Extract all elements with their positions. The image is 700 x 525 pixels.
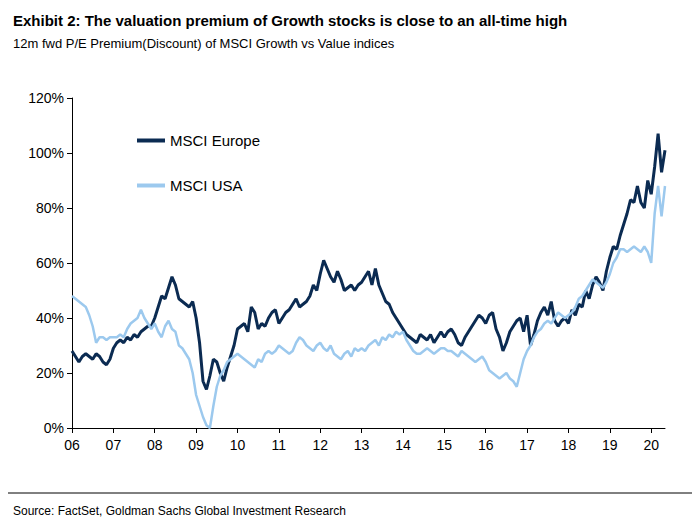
svg-text:06: 06 xyxy=(64,437,80,453)
svg-text:07: 07 xyxy=(106,437,122,453)
svg-text:MSCI USA: MSCI USA xyxy=(170,177,243,194)
svg-text:100%: 100% xyxy=(28,145,64,161)
svg-text:08: 08 xyxy=(147,437,163,453)
svg-text:12m fwd P/E Premium(Discount): 12m fwd P/E Premium(Discount) of MSCI Gr… xyxy=(13,36,395,51)
svg-text:120%: 120% xyxy=(28,90,64,106)
svg-text:17: 17 xyxy=(519,437,535,453)
svg-text:12: 12 xyxy=(312,437,328,453)
svg-text:60%: 60% xyxy=(36,255,64,271)
svg-text:11: 11 xyxy=(272,437,287,453)
svg-text:15: 15 xyxy=(437,437,453,453)
svg-text:0%: 0% xyxy=(44,420,64,436)
svg-text:19: 19 xyxy=(602,437,618,453)
svg-text:14: 14 xyxy=(395,437,411,453)
svg-text:13: 13 xyxy=(354,437,370,453)
svg-text:40%: 40% xyxy=(36,310,64,326)
svg-text:18: 18 xyxy=(561,437,577,453)
svg-text:16: 16 xyxy=(478,437,494,453)
svg-text:Exhibit 2: The valuation premi: Exhibit 2: The valuation premium of Grow… xyxy=(13,12,567,29)
svg-text:20%: 20% xyxy=(36,365,64,381)
svg-text:80%: 80% xyxy=(36,200,64,216)
svg-text:09: 09 xyxy=(188,437,204,453)
svg-text:MSCI Europe: MSCI Europe xyxy=(170,132,260,149)
svg-text:Source: FactSet, Goldman Sachs: Source: FactSet, Goldman Sachs Global In… xyxy=(13,504,346,518)
svg-text:10: 10 xyxy=(230,437,246,453)
svg-text:20: 20 xyxy=(643,437,659,453)
